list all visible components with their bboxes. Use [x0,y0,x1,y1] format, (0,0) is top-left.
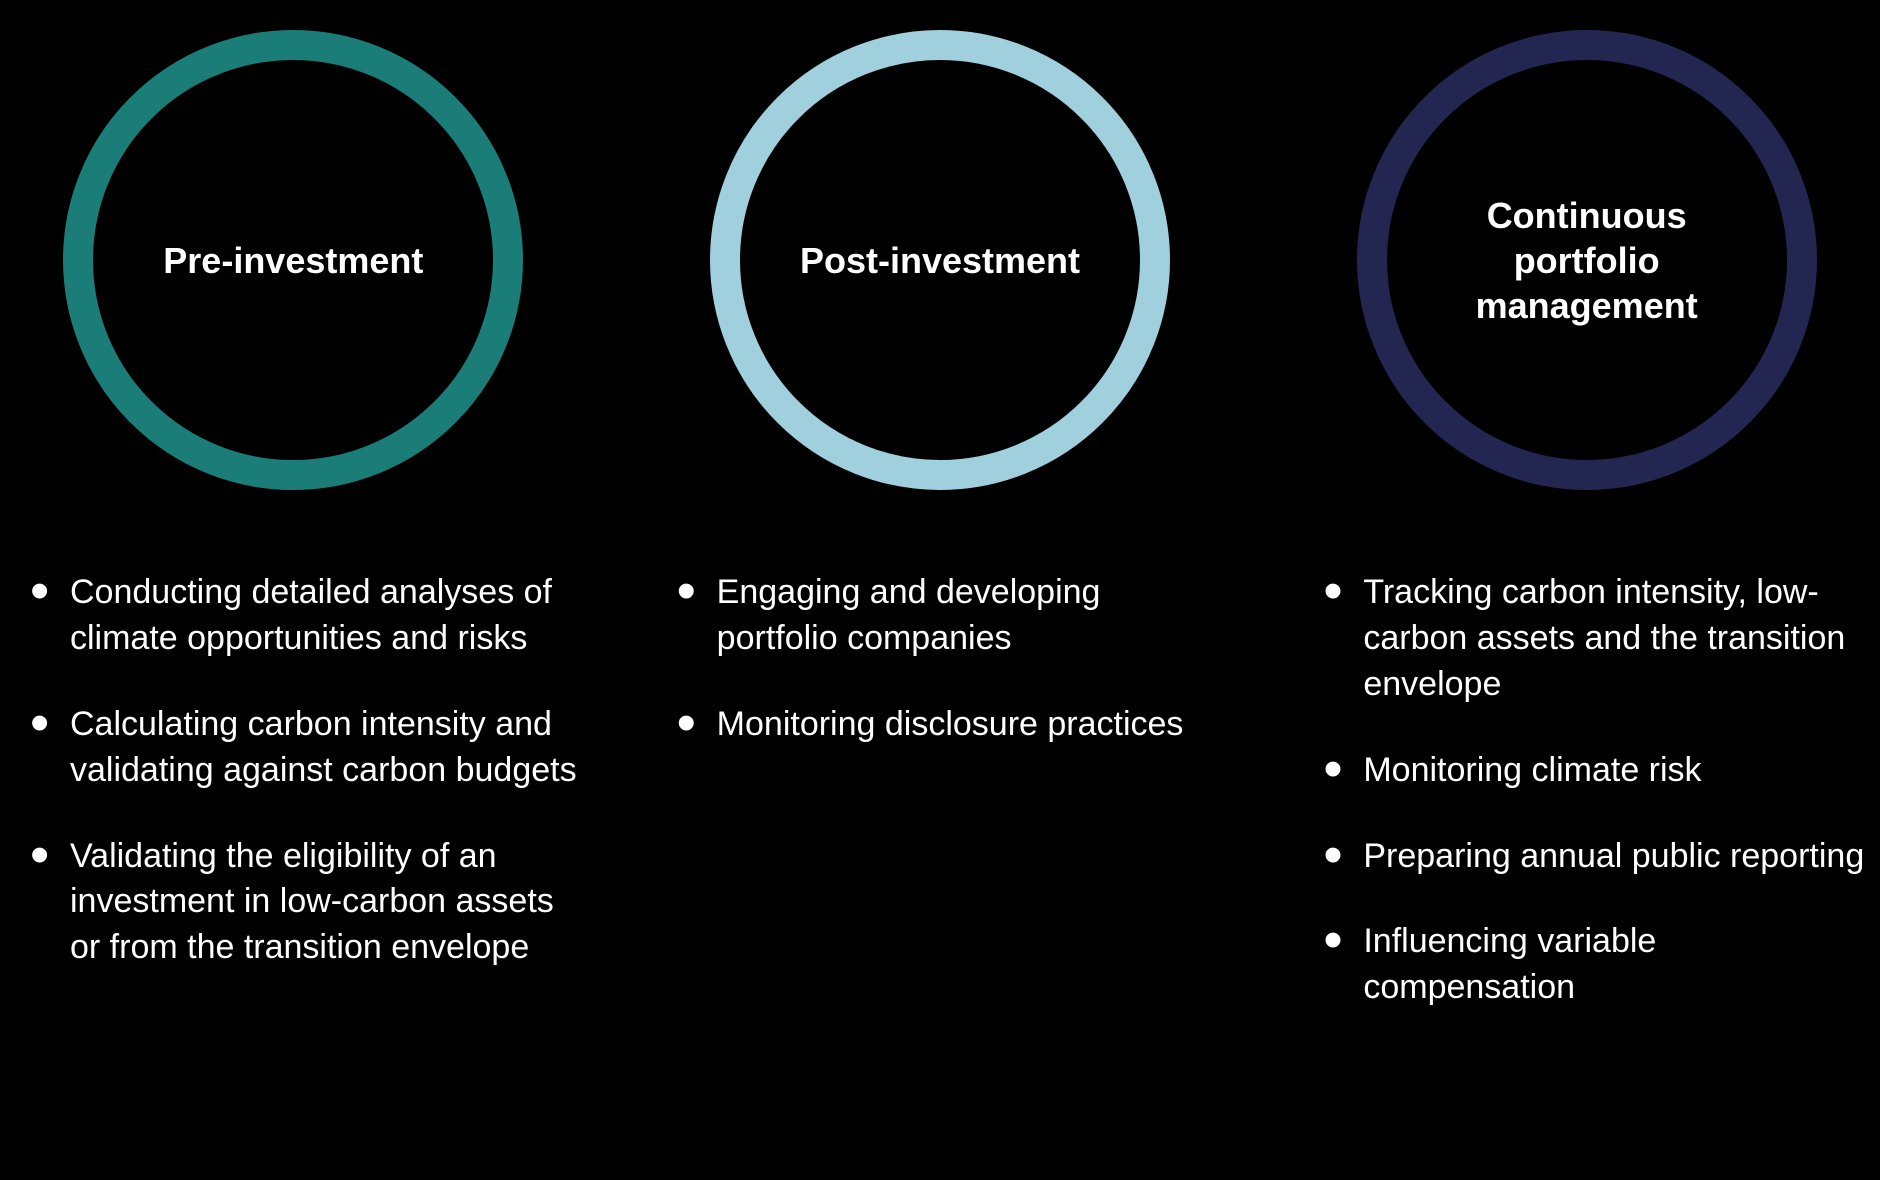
diagram-container: Pre-investment Conducting detailed analy… [10,20,1870,1051]
column-post-investment: Post-investment Engaging and developing … [657,20,1224,1051]
list-item: Engaging and developing portfolio compan… [677,570,1224,662]
list-item: Calculating carbon intensity and validat… [30,702,577,794]
bullet-list-continuous-portfolio-management: Tracking carbon intensity, low-carbon as… [1303,570,1870,1051]
list-item: Conducting detailed analyses of climate … [30,570,577,662]
list-item: Monitoring disclosure practices [677,702,1224,748]
bullet-list-pre-investment: Conducting detailed analyses of climate … [10,570,577,1011]
circle-title-post-investment: Post-investment [760,238,1120,283]
list-item: Influencing variable compensation [1323,919,1870,1011]
list-item: Tracking carbon intensity, low-carbon as… [1323,570,1870,708]
circle-post-investment: Post-investment [710,30,1170,490]
circle-continuous-portfolio-management: Continuous portfolio management [1357,30,1817,490]
circle-title-pre-investment: Pre-investment [123,238,463,283]
circle-pre-investment: Pre-investment [63,30,523,490]
circle-title-continuous-portfolio-management: Continuous portfolio management [1387,193,1787,328]
column-pre-investment: Pre-investment Conducting detailed analy… [10,20,577,1051]
bullet-list-post-investment: Engaging and developing portfolio compan… [657,570,1224,788]
list-item: Preparing annual public reporting [1323,834,1870,880]
column-continuous-portfolio-management: Continuous portfolio management Tracking… [1303,20,1870,1051]
list-item: Validating the eligibility of an investm… [30,834,577,972]
list-item: Monitoring climate risk [1323,748,1870,794]
